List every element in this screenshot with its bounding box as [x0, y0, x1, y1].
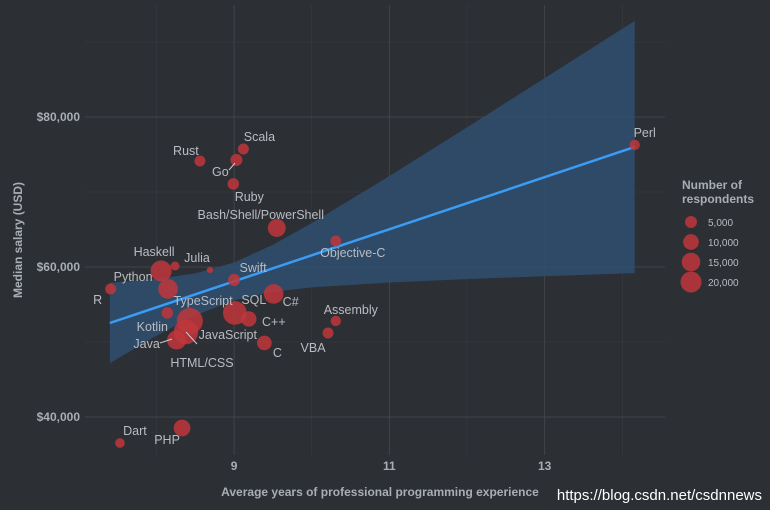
point-label: JavaScript	[199, 328, 258, 342]
legend-title: respondents	[682, 192, 754, 206]
data-point	[222, 301, 247, 325]
x-tick-label: 11	[383, 459, 396, 473]
point-label: Go	[212, 165, 229, 179]
data-point	[227, 178, 240, 190]
point-label: Haskell	[134, 245, 175, 259]
data-point	[228, 273, 241, 286]
legend-circle	[680, 271, 702, 293]
data-point	[322, 327, 334, 339]
legend-circle	[681, 252, 701, 272]
point-label: Dart	[123, 424, 147, 438]
legend-circle	[683, 234, 699, 250]
data-point	[105, 283, 117, 295]
watermark: https://blog.csdn.net/csdnnews	[556, 487, 762, 504]
x-tick-label: 9	[231, 459, 238, 473]
data-point	[267, 219, 286, 237]
data-point	[237, 143, 249, 155]
data-point	[330, 315, 341, 327]
data-point	[257, 335, 272, 351]
point-label: VBA	[301, 341, 327, 355]
point-label: Rust	[173, 144, 199, 158]
data-point	[173, 419, 191, 437]
point-label: Kotlin	[137, 320, 168, 334]
point-label: PHP	[154, 433, 180, 447]
legend-circle	[685, 216, 697, 228]
point-label: Perl	[634, 126, 656, 140]
data-point	[115, 438, 125, 448]
leader-line	[185, 331, 198, 345]
point-label: Scala	[244, 130, 275, 144]
point-label: Julia	[184, 251, 210, 265]
data-point	[194, 155, 206, 167]
y-tick-label: $60,000	[37, 260, 81, 274]
point-label: C	[273, 346, 282, 360]
legend-label: 5,000	[708, 218, 733, 229]
data-point	[629, 139, 640, 151]
point-label: Swift	[240, 261, 268, 275]
point-label: HTML/CSS	[170, 356, 233, 370]
point-label: R	[93, 293, 102, 307]
point-label: SQL	[241, 293, 266, 307]
point-label: Bash/Shell/PowerShell	[198, 208, 324, 222]
confidence-band	[109, 20, 635, 364]
data-point	[230, 153, 243, 166]
point-label: TypeScript	[174, 294, 234, 308]
data-point	[206, 266, 214, 274]
y-tick-label: $40,000	[37, 410, 81, 424]
data-point	[158, 279, 178, 299]
legend-label: 20,000	[708, 278, 739, 289]
leader-line	[228, 162, 236, 171]
data-point	[263, 284, 284, 304]
point-label: Ruby	[235, 190, 265, 204]
point-label: Python	[114, 270, 153, 284]
trend-line	[109, 145, 636, 325]
y-axis-title: Median salary (USD)	[11, 182, 25, 298]
data-point	[150, 260, 172, 282]
leader-line	[159, 338, 173, 344]
point-label: C++	[262, 315, 286, 329]
data-point	[170, 261, 180, 271]
x-tick-label: 13	[538, 459, 552, 473]
point-label: Java	[133, 337, 159, 351]
data-point	[330, 235, 342, 247]
legend-label: 10,000	[708, 238, 739, 249]
point-label: Assembly	[324, 303, 379, 317]
data-point	[241, 311, 257, 327]
x-axis-title: Average years of professional programmin…	[221, 485, 539, 499]
legend-title: Number of	[682, 178, 743, 192]
data-point	[167, 330, 187, 350]
legend-label: 15,000	[708, 258, 739, 269]
point-label: Objective-C	[320, 246, 385, 260]
point-label: C#	[283, 295, 299, 309]
y-tick-label: $80,000	[37, 110, 81, 124]
data-point	[161, 307, 174, 319]
